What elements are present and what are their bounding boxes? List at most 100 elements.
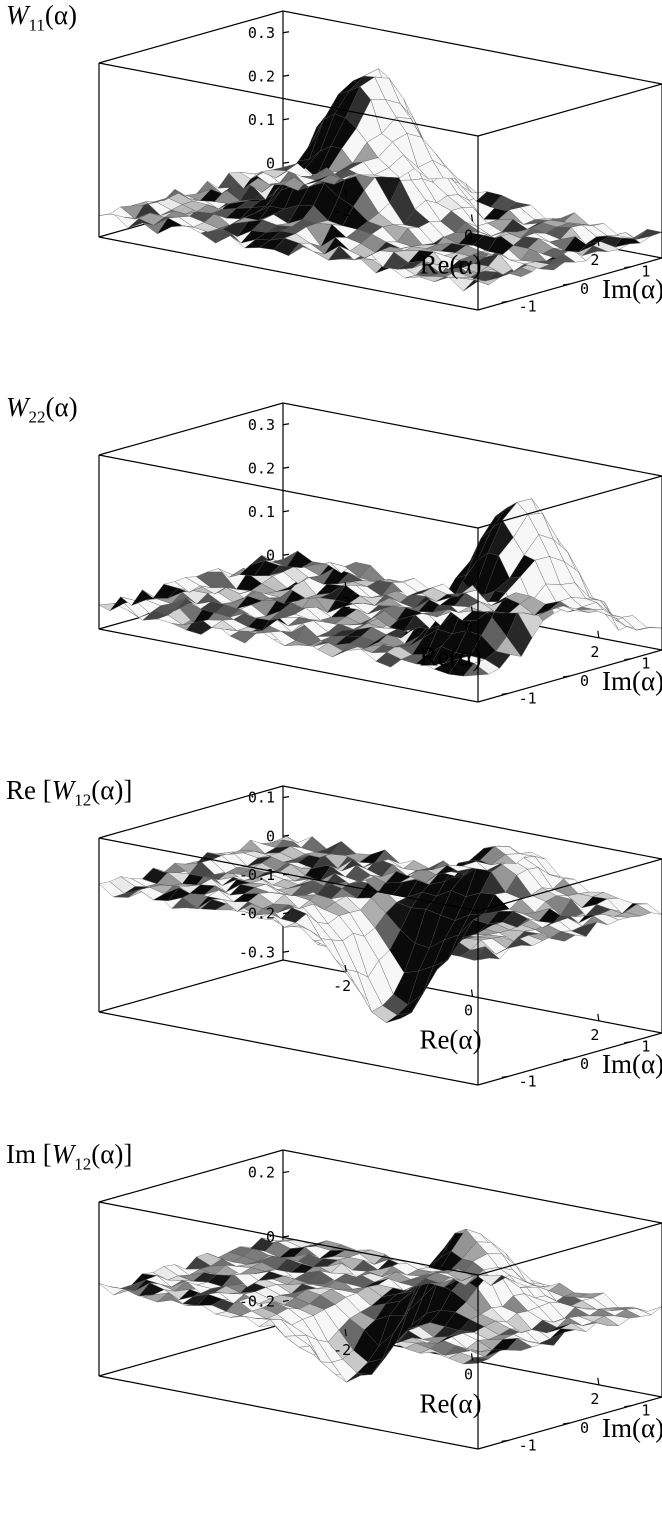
box-edge [98, 785, 284, 839]
box-edge [477, 1222, 662, 1276]
x-tick-label: -2 [333, 977, 351, 995]
surface-panel-w11: W11(α) 0.3 0.2 0.1 0 -2 0 2 -1 0 1 Re(α) Im(α) [0, 0, 662, 380]
box-edge [98, 454, 479, 529]
z-tick-mark [282, 1170, 290, 1174]
surface-facet [635, 903, 662, 915]
box-edge [477, 858, 662, 912]
box-edge [98, 62, 479, 137]
z-tick-label: 0 [266, 154, 275, 172]
box-edge [477, 83, 662, 137]
z-tick-mark [282, 873, 290, 876]
z-tick-mark [282, 553, 290, 556]
y-tick-label: 1 [641, 1038, 650, 1056]
z-tick-mark [282, 950, 290, 953]
x-axis-label: Re(α) [419, 1389, 481, 1419]
z-tick-mark [282, 1235, 290, 1238]
z-tick-mark [282, 423, 290, 426]
x-tick-label: 2 [590, 643, 599, 661]
box-edge [98, 628, 479, 703]
surface-mesh [98, 1228, 662, 1383]
z-tick-mark [282, 834, 290, 837]
surface-facet [636, 1306, 662, 1316]
surface-facet [98, 1283, 125, 1296]
box-edge [98, 1201, 479, 1276]
x-tick-label: -2 [333, 594, 351, 612]
box-edge [282, 402, 662, 477]
z-tick-mark [282, 510, 290, 513]
y-tick-label: 0 [580, 1055, 589, 1073]
z-tick-mark [282, 466, 290, 469]
y-axis-label: Im(α) [602, 1049, 662, 1079]
x-tick-mark [344, 582, 347, 590]
x-axis-label: Re(α) [419, 250, 481, 280]
z-tick-mark [282, 118, 290, 121]
y-tick-mark [501, 1075, 509, 1078]
z-tick-label: 0.1 [248, 111, 275, 129]
x-axis-label: Re(α) [419, 642, 481, 672]
surface-facet [461, 584, 488, 602]
x-tick-label: 0 [464, 1002, 473, 1020]
y-tick-mark [624, 658, 632, 661]
z-tick-label: 0 [266, 546, 275, 564]
x-tick-mark [597, 1013, 600, 1021]
chart-title: W22(α) [6, 392, 78, 427]
surface-mesh [98, 498, 662, 677]
y-tick-mark [501, 1439, 509, 1442]
y-tick-mark [624, 1405, 632, 1408]
box-edge [282, 10, 662, 85]
box-edge [98, 402, 284, 456]
y-axis-label: Im(α) [602, 274, 662, 304]
box-edge [98, 1323, 284, 1377]
surface-facet [636, 229, 662, 240]
y-tick-mark [501, 692, 509, 695]
x-tick-mark [597, 630, 600, 638]
box-edge [282, 1149, 662, 1224]
x-tick-label: 0 [464, 227, 473, 245]
box-edge [98, 959, 284, 1013]
x-tick-mark [344, 1329, 347, 1337]
z-tick-label: 0 [266, 827, 275, 845]
surface-mesh [98, 68, 662, 292]
z-tick-mark [282, 1299, 290, 1303]
y-tick-label: 0 [580, 280, 589, 298]
x-tick-mark [470, 606, 474, 614]
box-edge [98, 236, 479, 311]
y-axis-label: Im(α) [602, 666, 662, 696]
x-tick-mark [470, 214, 474, 222]
x-tick-mark [344, 190, 347, 198]
y-tick-mark [624, 1041, 632, 1044]
z-tick-mark [282, 31, 290, 34]
box-edge [98, 1011, 479, 1086]
x-tick-label: 2 [590, 251, 599, 269]
x-tick-mark [470, 989, 474, 997]
x-tick-label: -2 [333, 1341, 351, 1359]
y-tick-label: 0 [580, 1419, 589, 1437]
y-tick-mark [624, 266, 632, 269]
y-tick-label: -1 [519, 1436, 537, 1454]
y-tick-label: -1 [519, 689, 537, 707]
surface-mesh [98, 836, 662, 1023]
z-tick-label: -0.1 [239, 866, 275, 884]
z-tick-mark [282, 912, 290, 915]
surface-facet [636, 626, 662, 631]
box-edge [98, 1375, 479, 1450]
x-tick-label: 0 [464, 619, 473, 637]
y-tick-mark [562, 675, 571, 678]
y-tick-mark [501, 300, 509, 303]
y-tick-label: -1 [519, 297, 537, 315]
surface-panel-im-w12: Im [W12(α)] 0.2 0 -0.2 -2 0 2 -1 0 1 Re(α) Im(α) [0, 1139, 662, 1519]
surface-panel-re-w12: Re [W12(α)] 0.1 0 -0.1 -0.2 -0.3 -2 0 2 -1 0 1 Re(α… [0, 775, 662, 1155]
x-tick-mark [597, 238, 600, 246]
x-tick-mark [344, 965, 347, 973]
y-tick-label: 1 [641, 655, 650, 673]
z-tick-label: 0.3 [248, 24, 275, 42]
x-tick-label: -2 [333, 202, 351, 220]
x-axis-label: Re(α) [419, 1025, 481, 1055]
z-tick-label: 0.1 [248, 789, 275, 807]
z-tick-label: -0.2 [239, 905, 275, 923]
x-tick-mark [597, 1377, 600, 1385]
z-tick-mark [282, 74, 290, 77]
z-tick-label: -0.2 [239, 1292, 275, 1310]
y-tick-mark [562, 1422, 571, 1425]
